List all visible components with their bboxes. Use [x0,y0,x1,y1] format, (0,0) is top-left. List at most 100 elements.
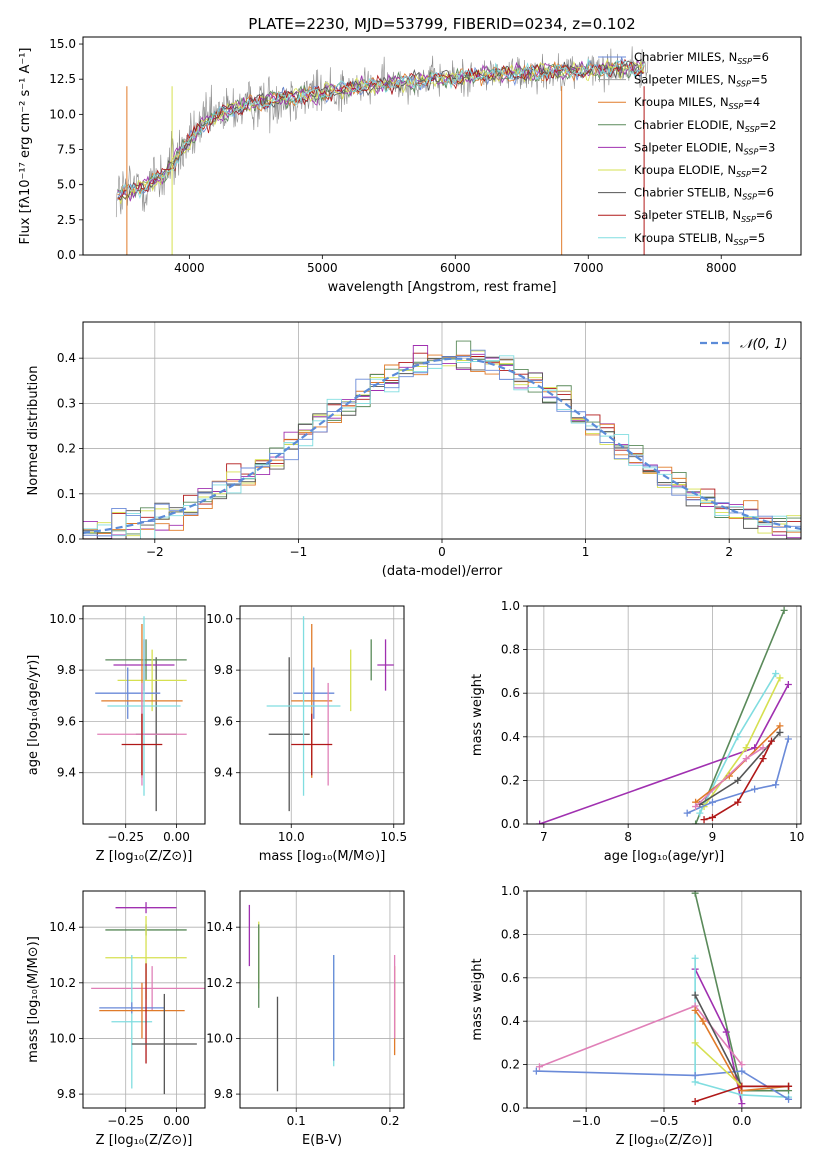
y-axis-label: mass [log₁₀(M/M⊙)] [26,936,41,1063]
legend-label: Salpeter MILES, N [634,73,736,87]
series-marker [699,1017,707,1025]
series-marker [767,737,775,745]
x-tick-label: 10.0 [278,830,305,844]
series-marker [691,1078,699,1086]
y-tick-label: 0.0 [501,817,520,831]
series-marker [785,1095,793,1103]
axes-frame [239,890,405,1109]
y-tick-label: 12.5 [49,72,76,86]
x-tick-label: 0.2 [380,1114,399,1128]
legend-label: Kroupa MILES, N [634,95,729,109]
axes-frame [82,36,802,256]
y-tick-label: 9.8 [57,1087,76,1101]
axes-mass-vs-Z: −0.25 0.00 9.8 10.0 10.2 10.4 Z [log₁₀(Z/Z⊙)] m… [26,890,206,1148]
series-marker [751,785,759,793]
y-tick-label: 15.0 [49,37,76,51]
series-marker [691,1006,699,1014]
series-marker [691,1039,699,1047]
series-marker [738,1100,746,1108]
series-line [694,1009,789,1092]
x-tick-label: −1.0 [572,1114,601,1128]
axes-age-vs-Z: −0.25 0.00 9.4 9.6 9.8 10.0 Z [log₁₀(Z/Z⊙)] age… [26,605,206,864]
x-tick-label: 0.00 [163,1114,190,1128]
y-axis-label: mass weight [470,958,485,1040]
series-marker [772,781,780,789]
y-tick-label: 9.8 [214,663,233,677]
series-marker [759,744,767,752]
series-marker [722,1028,730,1036]
y-tick-label: 0.4 [501,1014,520,1028]
legend-label: Salpeter ELODIE, N [634,140,744,154]
axes-mass-vs-EBV: 0.1 0.2 9.8 10.0 10.2 10.4 E(B-V) [206,890,405,1148]
y-tick-label: 7.5 [57,143,76,157]
charts-layer: 4000 5000 6000 7000 80000.02.55.07.510.012.5… [18,36,804,1148]
x-tick-label: 9 [709,830,717,844]
series-line [694,610,785,824]
series-marker [776,722,784,730]
series-marker [738,1061,746,1069]
y-tick-label: 10.2 [206,976,233,990]
legend-label: Kroupa STELIB, N [634,231,734,245]
series-marker [691,954,699,962]
series-marker [708,798,716,806]
y-tick-label: 0.3 [57,396,76,410]
x-tick-label: 6000 [440,261,471,275]
axes-frame [82,890,206,1109]
plot-area [83,891,205,1108]
legend-subscript: SSP [729,102,744,111]
series-marker [696,809,704,817]
legend-label: Chabrier MILES, N [634,50,737,64]
legend-subscript: SSP [737,57,752,66]
plot-area [527,891,801,1108]
x-tick-label: 8000 [706,261,737,275]
plot-area [115,46,649,255]
axes-spectrum: 4000 5000 6000 7000 8000 0.0 2.5 5.0 7.5 10.0 12.5… [18,36,802,295]
spectrum-data-line [115,46,649,218]
legend-subscript: SSP [745,125,760,134]
legend-entry: Kroupa MILES, NSSP=4 [634,95,760,111]
x-axis-label: wavelength [Angstrom, rest frame] [328,280,557,295]
legend-suffix: =6 [757,186,774,200]
series-line [536,1070,789,1101]
y-tick-label: 0.2 [501,773,520,787]
y-tick-label: 0.8 [501,643,520,657]
x-tick-label: −1 [290,545,308,559]
series-marker [691,991,699,999]
y-tick-label: 9.4 [57,766,76,780]
legend-label: Chabrier STELIB, N [634,186,742,200]
y-tick-label: 9.8 [214,1087,233,1101]
plot-area [83,322,801,539]
y-tick-label: 9.6 [214,714,233,728]
axes-frame [82,605,206,825]
y-tick-label: 1.0 [501,884,520,898]
series-marker [742,744,750,752]
x-axis-label: (data-model)/error [382,564,503,579]
legend-suffix: =4 [743,95,760,109]
legend-subscript: SSP [744,147,759,156]
y-tick-label: 0.0 [57,248,76,262]
plot-area [83,606,205,824]
axes-age-vs-mass: 10.0 10.5 9.4 9.6 9.8 10.0 mass [log₁₀(M/M⊙)] [206,605,407,864]
y-tick-label: 9.6 [57,714,76,728]
figure-title: PLATE=2230, MJD=53799, FIBERID=0234, z=0… [248,15,635,33]
axes-frame [82,321,802,540]
x-tick-label: 0.00 [163,830,190,844]
x-tick-label: 10.5 [380,830,407,844]
histogram-step [83,349,801,537]
series-marker [784,735,792,743]
legend-subscript: SSP [736,170,751,179]
legend-entry: 𝒩(0, 1) [740,337,787,352]
x-tick-label: 0.1 [287,1114,306,1128]
y-tick-label: 10.0 [206,612,233,626]
spectrum-model-line [117,58,645,204]
x-tick-label: 1 [582,545,590,559]
legend-subscript: SSP [741,215,756,224]
series-marker [759,755,767,763]
x-tick-label: 7 [540,830,548,844]
x-tick-label: 2 [725,545,733,559]
series-marker [785,1082,793,1090]
axes-frame [526,890,802,1109]
legend-suffix: =3 [758,140,775,154]
y-tick-label: 5.0 [57,178,76,192]
